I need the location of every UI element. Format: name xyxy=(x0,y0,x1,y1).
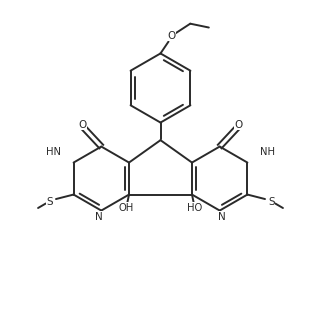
Text: O: O xyxy=(79,120,87,130)
Text: O: O xyxy=(168,31,176,41)
Text: HO: HO xyxy=(187,203,202,213)
Text: N: N xyxy=(95,212,103,222)
Text: S: S xyxy=(46,196,53,207)
Text: O: O xyxy=(234,120,242,130)
Text: HN: HN xyxy=(46,147,61,157)
Text: NH: NH xyxy=(260,147,275,157)
Text: S: S xyxy=(268,196,275,207)
Text: N: N xyxy=(218,212,226,222)
Text: OH: OH xyxy=(119,203,134,213)
